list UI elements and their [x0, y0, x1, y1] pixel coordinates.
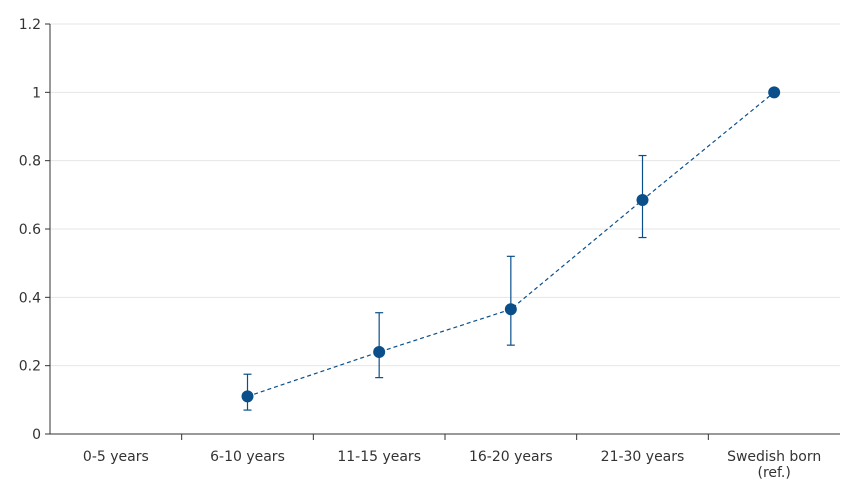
grid-lines: [50, 23, 840, 367]
y-tick-label: 0.2: [19, 359, 41, 375]
x-tick-label-line: 11-15 years: [337, 449, 421, 465]
x-tick-label: 16-20 years: [469, 449, 553, 465]
y-tick-label: 0.6: [19, 222, 41, 238]
x-tick-label-line: 16-20 years: [469, 449, 553, 465]
error-bar: [375, 312, 384, 379]
series-line: [247, 91, 775, 397]
y-tick-label: 1: [32, 85, 41, 101]
y-tick-label: 0.8: [19, 154, 41, 170]
x-tick-label-line: Swedish born: [727, 449, 821, 465]
data-point: [373, 346, 386, 358]
series-layer: [241, 86, 781, 411]
x-tick-label-line: (ref.): [757, 465, 790, 481]
y-axis-ticks: 0 0.2 0.4 0.6 0.8 1 1.2: [19, 17, 50, 443]
x-tick-label: 11-15 years: [337, 449, 421, 465]
x-tick-label-line: 21-30 years: [601, 449, 685, 465]
y-tick-label: 0: [32, 427, 41, 443]
error-bar: [506, 255, 515, 346]
y-tick-label: 1.2: [19, 17, 41, 33]
x-tick-label: 6-10 years: [210, 449, 285, 465]
data-point: [636, 193, 649, 206]
x-tick-label-line: 6-10 years: [210, 449, 285, 465]
data-point: [241, 390, 254, 403]
y-tick-label: 0.4: [19, 290, 41, 306]
x-tick-label-line: 0-5 years: [83, 449, 149, 465]
x-tick-label: 21-30 years: [601, 449, 685, 465]
x-tick-label: 0-5 years: [83, 449, 149, 465]
x-axis-ticks: 0-5 years 6-10 years 11-15 years 16-20 year…: [83, 434, 821, 481]
data-point: [768, 86, 781, 99]
data-point: [504, 303, 517, 316]
x-tick-label: Swedish born (ref.): [727, 449, 821, 481]
